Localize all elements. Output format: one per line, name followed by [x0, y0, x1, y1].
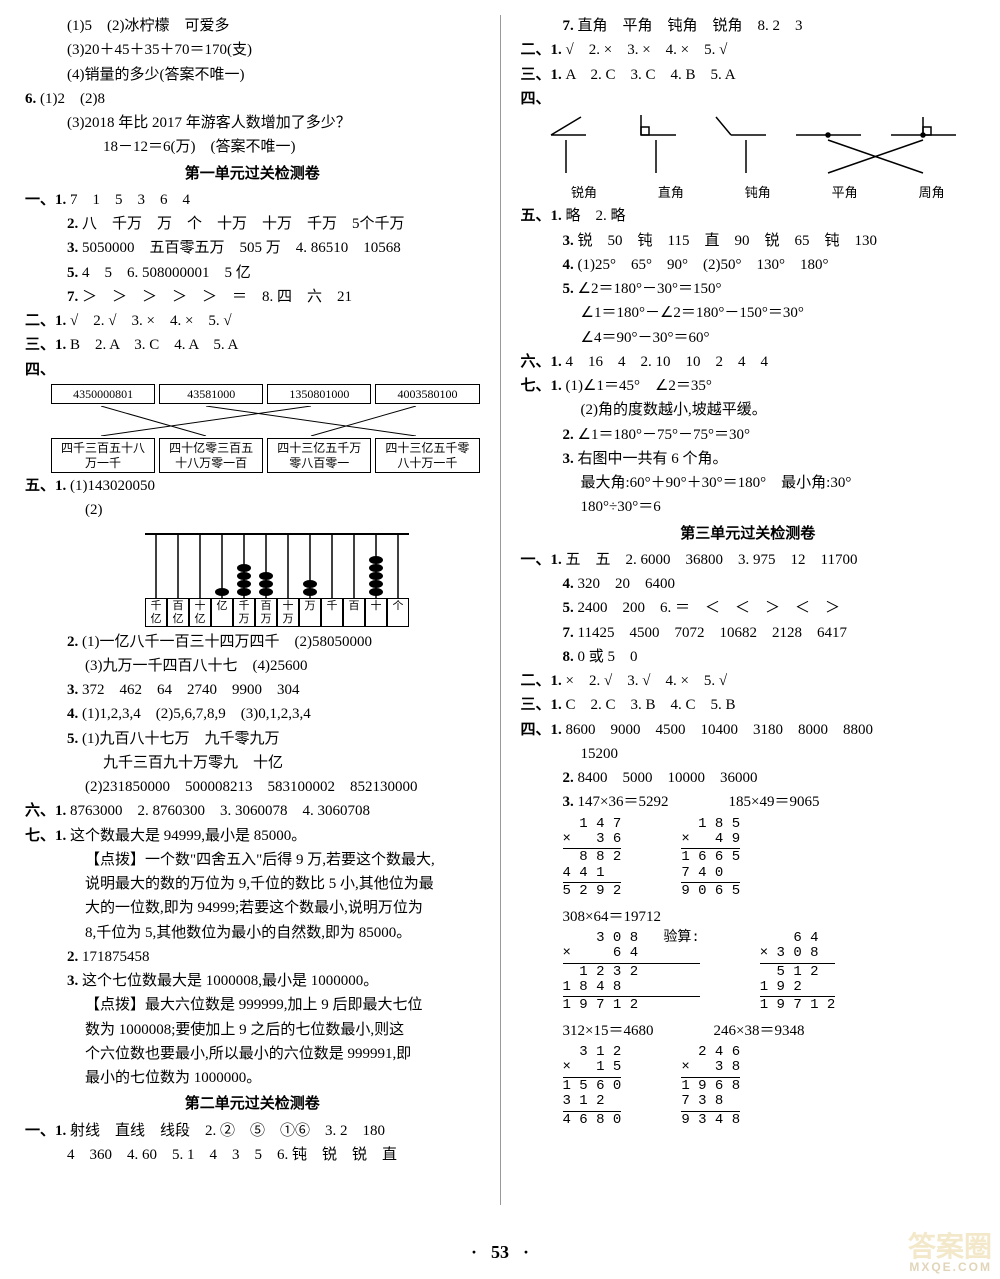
angle-matching-diagram: 锐角 直角 钝角 平角 周角	[531, 115, 976, 203]
text-line: 5. ∠2＝180°－30°＝150°	[521, 278, 976, 301]
text-line: (3)20＋45＋35＋70＝170(支)	[25, 39, 480, 62]
abacus-labels: 千亿百亿十亿亿 千万百万十万万 千百十个	[145, 598, 480, 626]
hint-line: 大的一位数,即为 94999;若要这个数最小,说明万位为	[25, 897, 480, 920]
matching-lines	[51, 406, 471, 436]
text-line: 一、1. 五 五 2. 6000 36800 3. 975 12 11700	[521, 549, 976, 572]
text-line: 3. 147×36＝5292 185×49＝9065	[521, 791, 976, 814]
box: 四十亿零三百五十八万零一百	[159, 438, 263, 473]
text-line: 二、1. √ 2. × 3. × 4. × 5. √	[521, 39, 976, 62]
text-line: 15200	[521, 743, 976, 766]
text-line: (2)231850000 500008213 583100002 8521300…	[25, 776, 480, 799]
section-title: 第二单元过关检测卷	[25, 1093, 480, 1116]
box: 四千三百五十八万一千	[51, 438, 155, 473]
hint-line: 最小的七位数为 1000000。	[25, 1067, 480, 1090]
text-line: (1)5 (2)冰柠檬 可爱多	[25, 15, 480, 38]
text-line: 三、1. B 2. A 3. C 4. A 5. A	[25, 334, 480, 357]
text-line: 4. 320 20 6400	[521, 573, 976, 596]
vertical-multiplication: 1 8 5 × 4 91 6 6 5 7 4 0 9 0 6 5	[681, 817, 740, 900]
left-column: (1)5 (2)冰柠檬 可爱多 (3)20＋45＋35＋70＝170(支) (4…	[25, 15, 480, 1205]
text-line: 312×15＝4680 246×38＝9348	[521, 1020, 976, 1043]
page-number: ·53·	[0, 1239, 1000, 1267]
text-line: 4 360 4. 60 5. 1 4 3 5 6. 钝 锐 锐 直	[25, 1144, 480, 1167]
text-line: 六、1. 8763000 2. 8760300 3. 3060078 4. 30…	[25, 800, 480, 823]
text-line: 最大角:60°＋90°＋30°＝180° 最小角:30°	[521, 472, 976, 495]
text-line: 3. 锐 50 钝 115 直 90 锐 65 钝 130	[521, 230, 976, 253]
box: 4003580100	[375, 384, 479, 404]
text-line: 五、1. 略 2. 略	[521, 205, 976, 228]
box: 四十三亿五千万零八百零一	[267, 438, 371, 473]
multiplication-row: 3 0 8 验算: × 6 4 1 2 3 2 1 8 4 8 1 9 7 1 …	[563, 931, 976, 1014]
text-line: ∠4＝90°－30°＝60°	[521, 327, 976, 350]
text-line: (2)	[25, 499, 480, 522]
text-line: ∠1＝180°－∠2＝180°－150°＝30°	[521, 302, 976, 325]
column-divider	[500, 15, 501, 1205]
right-column: 7. 直角 平角 钝角 锐角 8. 2 3 二、1. √ 2. × 3. × 4…	[521, 15, 976, 1205]
hint-line: 说明最大的数的万位为 9,千位的数比 5 小,其他位为最	[25, 873, 480, 896]
text-line: 5. (1)九百八十七万 九千零九万	[25, 728, 480, 751]
text-line: 4. (1)1,2,3,4 (2)5,6,7,8,9 (3)0,1,2,3,4	[25, 703, 480, 726]
text-line: (4)销量的多少(答案不唯一)	[25, 64, 480, 87]
text-line: 一、1. 7 1 5 3 6 4	[25, 189, 480, 212]
text-line: 3. 这个七位数最大是 1000008,最小是 1000000。	[25, 970, 480, 993]
text-line: 2. 八 千万 万 个 十万 十万 千万 5个千万	[25, 213, 480, 236]
section-title: 第一单元过关检测卷	[25, 163, 480, 186]
text-line: 5. 2400 200 6. ＝ ＜ ＜ ＞ ＜ ＞	[521, 597, 976, 620]
text-line: 2. (1)一亿八千一百三十四万四千 (2)58050000	[25, 631, 480, 654]
box: 四十三亿五千零八十万一千	[375, 438, 479, 473]
hint-line: 8,千位为 5,其他数位为最小的自然数,即为 85000。	[25, 922, 480, 945]
text-line: 4. (1)25° 65° 90° (2)50° 130° 180°	[521, 254, 976, 277]
angle-labels: 锐角 直角 钝角 平角 周角	[541, 183, 976, 203]
text-line: 五、1. (1)143020050	[25, 475, 480, 498]
text-line: 7. ＞ ＞ ＞ ＞ ＞ ＝ 8. 四 六 21	[25, 286, 480, 309]
text-line: (2)角的度数越小,坡越平缓。	[521, 399, 976, 422]
text-line: 7. 11425 4500 7072 10682 2128 6417	[521, 622, 976, 645]
text-line: 七、1. 这个数最大是 94999,最小是 85000。	[25, 825, 480, 848]
text-line: 7. 直角 平角 钝角 锐角 8. 2 3	[521, 15, 976, 38]
text-line: 5. 4 5 6. 508000001 5 亿	[25, 262, 480, 285]
text-line: (3)2018 年比 2017 年游客人数增加了多少？	[25, 112, 480, 135]
text-line: 二、1. × 2. √ 3. √ 4. × 5. √	[521, 670, 976, 693]
text-line: 三、1. A 2. C 3. C 4. B 5. A	[521, 64, 976, 87]
vertical-multiplication: 2 4 6 × 3 81 9 6 8 7 3 8 9 3 4 8	[681, 1045, 740, 1128]
hint-line: 个六位数也要最小,所以最小的六位数是 999991,即	[25, 1043, 480, 1066]
section-title: 第三单元过关检测卷	[521, 523, 976, 546]
text-line: 3. 右图中一共有 6 个角。	[521, 448, 976, 471]
hint-line: 数为 1000008;要使加上 9 之后的七位数最小,则这	[25, 1019, 480, 1042]
text-line: 四、	[521, 88, 976, 111]
text-line: 2. 171875458	[25, 946, 480, 969]
two-column-layout: (1)5 (2)冰柠檬 可爱多 (3)20＋45＋35＋70＝170(支) (4…	[25, 15, 975, 1205]
number-boxes-bottom: 四千三百五十八万一千 四十亿零三百五十八万零一百 四十三亿五千万零八百零一 四十…	[51, 438, 480, 473]
text-line: 3. 5050000 五百零五万 505 万 4. 86510 10568	[25, 237, 480, 260]
text-line: 二、1. √ 2. √ 3. × 4. × 5. √	[25, 310, 480, 333]
text-line: 六、1. 4 16 4 2. 10 10 2 4 4	[521, 351, 976, 374]
text-line: 180°÷30°＝6	[521, 496, 976, 519]
vertical-multiplication: 1 4 7 × 3 6 8 8 2 4 4 1 5 2 9 2	[563, 817, 622, 900]
text-line: (3)九万一千四百八十七 (4)25600	[25, 655, 480, 678]
vertical-multiplication: 6 4 × 3 0 8 5 1 2 1 9 2 1 9 7 1 2	[760, 931, 836, 1014]
box: 1350801000	[267, 384, 371, 404]
text-line: 四、	[25, 359, 480, 382]
text-line: 九千三百九十万零九 十亿	[25, 752, 480, 775]
abacus-diagram: 千亿百亿十亿亿 千万百万十万万 千百十个	[145, 526, 480, 626]
multiplication-row: 1 4 7 × 3 6 8 8 2 4 4 1 5 2 9 2 1 8 5 × …	[563, 817, 976, 900]
text-line: 308×64＝19712	[521, 906, 976, 929]
text-line: 2. 8400 5000 10000 36000	[521, 767, 976, 790]
text-line: 2. ∠1＝180°－75°－75°＝30°	[521, 424, 976, 447]
text-line: 七、1. (1)∠1＝45° ∠2＝35°	[521, 375, 976, 398]
number-boxes-top: 4350000801 43581000 1350801000 400358010…	[51, 384, 480, 404]
text-line: 3. 372 462 64 2740 9900 304	[25, 679, 480, 702]
vertical-multiplication: 3 1 2 × 1 51 5 6 0 3 1 2 4 6 8 0	[563, 1045, 622, 1128]
text-line: 18－12＝6(万) (答案不唯一)	[25, 136, 480, 159]
text-line: 一、1. 射线 直线 线段 2. ② ⑤ ①⑥ 3. 2 180	[25, 1120, 480, 1143]
box: 4350000801	[51, 384, 155, 404]
text-line: 三、1. C 2. C 3. B 4. C 5. B	[521, 694, 976, 717]
text-line: 6. (1)2 (2)8	[25, 88, 480, 111]
hint-line: 【点拨】最大六位数是 999999,加上 9 后即最大七位	[25, 994, 480, 1017]
hint-line: 【点拨】一个数"四舍五入"后得 9 万,若要这个数最大,	[25, 849, 480, 872]
multiplication-row: 3 1 2 × 1 51 5 6 0 3 1 2 4 6 8 0 2 4 6 ×…	[563, 1045, 976, 1128]
box: 43581000	[159, 384, 263, 404]
vertical-multiplication: 3 0 8 验算: × 6 4 1 2 3 2 1 8 4 8 1 9 7 1 …	[563, 931, 700, 1014]
text-line: 四、1. 8600 9000 4500 10400 3180 8000 8800	[521, 719, 976, 742]
text-line: 8. 0 或 5 0	[521, 646, 976, 669]
